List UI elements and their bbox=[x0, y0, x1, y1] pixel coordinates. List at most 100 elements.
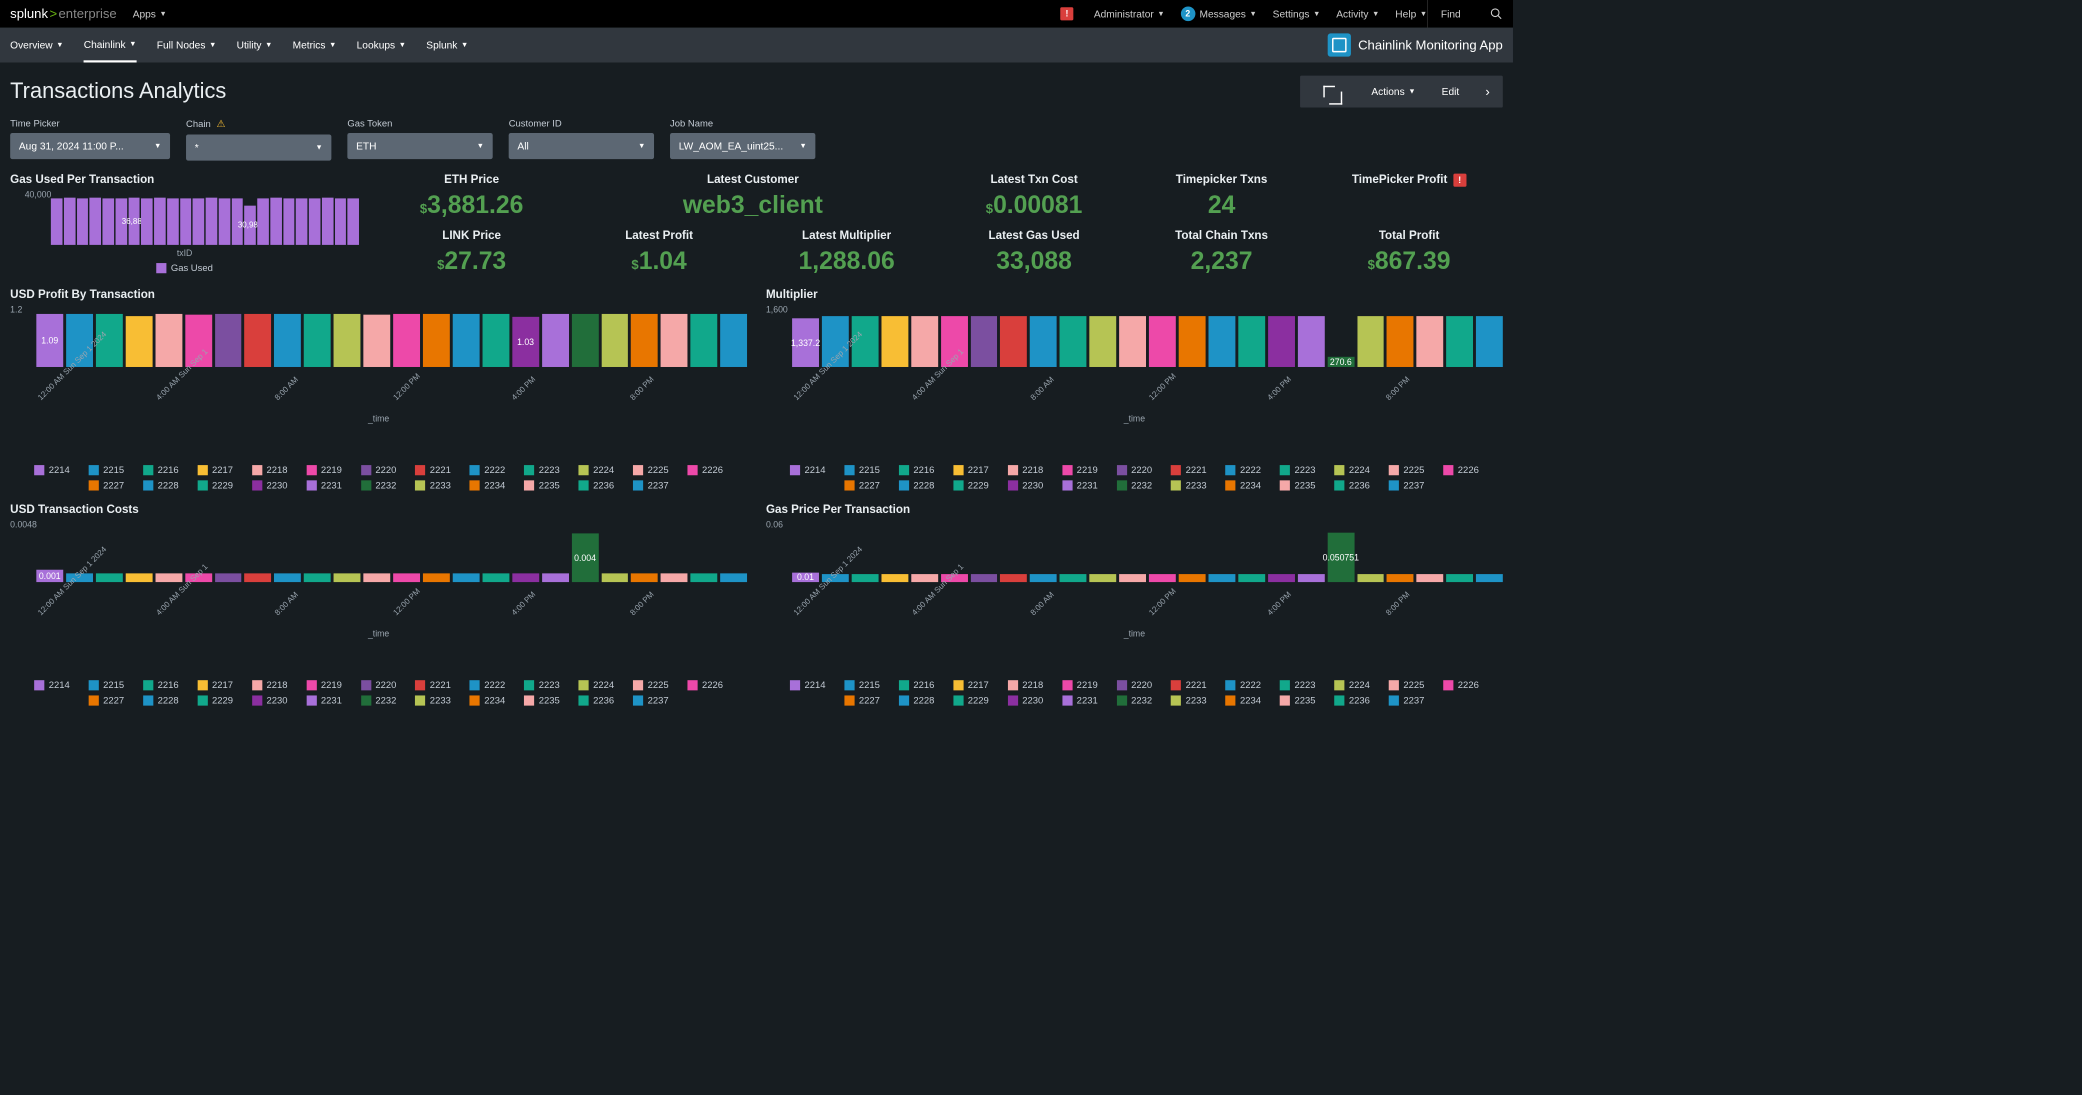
gas-bar[interactable] bbox=[322, 198, 333, 245]
legend-item[interactable]: 2220 bbox=[361, 679, 397, 690]
legend-item[interactable]: 2232 bbox=[1117, 480, 1153, 491]
legend-item[interactable]: 2224 bbox=[1334, 464, 1370, 475]
nav-tab-chainlink[interactable]: Chainlink▼ bbox=[84, 28, 137, 63]
chart-bars[interactable]: 1.09 1.03 bbox=[36, 309, 747, 367]
chart-bar[interactable] bbox=[1119, 574, 1146, 582]
legend-item[interactable]: 2216 bbox=[143, 464, 179, 475]
legend-item[interactable]: 2236 bbox=[1334, 480, 1370, 491]
legend-item[interactable]: 2230 bbox=[1008, 695, 1044, 706]
legend-item[interactable]: 2224 bbox=[579, 464, 615, 475]
chart-bar[interactable] bbox=[1357, 316, 1384, 367]
legend-item[interactable]: 2226 bbox=[688, 464, 724, 475]
legend-item[interactable]: 2223 bbox=[1280, 464, 1316, 475]
legend-item[interactable]: 2221 bbox=[1171, 679, 1207, 690]
legend-item[interactable]: 2227 bbox=[844, 695, 880, 706]
chart-bar[interactable] bbox=[96, 574, 123, 582]
chart-bar[interactable] bbox=[274, 314, 301, 367]
chart-bar[interactable] bbox=[126, 316, 153, 367]
legend-item[interactable]: 2218 bbox=[252, 679, 288, 690]
chart-bar[interactable] bbox=[1238, 316, 1265, 367]
legend-item[interactable]: 2229 bbox=[197, 480, 233, 491]
chart-bar[interactable] bbox=[274, 574, 301, 582]
expand-button[interactable] bbox=[1300, 76, 1358, 108]
legend-item[interactable]: 2232 bbox=[361, 695, 397, 706]
gas-bar[interactable] bbox=[257, 198, 268, 245]
gas-bar[interactable] bbox=[206, 198, 217, 245]
chart-bar[interactable] bbox=[482, 314, 509, 367]
gas-bar[interactable] bbox=[335, 198, 346, 245]
alert-indicator[interactable]: ! bbox=[1060, 7, 1077, 20]
legend-item[interactable]: 2233 bbox=[415, 480, 451, 491]
chart-bar[interactable] bbox=[1149, 316, 1176, 367]
time-picker-dropdown[interactable]: Aug 31, 2024 11:00 P...▼ bbox=[10, 133, 170, 159]
legend-item[interactable]: 2232 bbox=[361, 480, 397, 491]
legend-item[interactable]: 2228 bbox=[899, 695, 935, 706]
chart-bar[interactable] bbox=[911, 574, 938, 582]
nav-tab-lookups[interactable]: Lookups▼ bbox=[357, 28, 406, 63]
apps-menu[interactable]: Apps▼ bbox=[133, 8, 167, 20]
chart-bar[interactable] bbox=[601, 574, 628, 582]
chart-bar[interactable] bbox=[512, 574, 539, 582]
legend-item[interactable]: 2225 bbox=[1389, 464, 1425, 475]
activity-menu[interactable]: Activity▼ bbox=[1336, 8, 1379, 20]
chart-bar[interactable] bbox=[1119, 316, 1146, 367]
gas-bar[interactable]: 36,884 bbox=[128, 198, 139, 245]
nav-tab-splunk[interactable]: Splunk▼ bbox=[426, 28, 468, 63]
chart-bar[interactable] bbox=[1000, 574, 1027, 582]
legend-item[interactable]: 2222 bbox=[1225, 679, 1261, 690]
chart-bar[interactable] bbox=[631, 314, 658, 367]
chart-bar[interactable]: 270.6 bbox=[1327, 357, 1354, 367]
legend-item[interactable]: 2217 bbox=[197, 464, 233, 475]
legend-item[interactable]: 2214 bbox=[790, 464, 826, 475]
chart-bar[interactable] bbox=[393, 574, 420, 582]
legend-item[interactable]: 2237 bbox=[1389, 695, 1425, 706]
gas-bar[interactable] bbox=[270, 198, 281, 245]
legend-item[interactable]: 2214 bbox=[34, 464, 70, 475]
legend-item[interactable]: 2236 bbox=[579, 695, 615, 706]
legend-item[interactable]: 2220 bbox=[1117, 464, 1153, 475]
legend-item[interactable]: 2234 bbox=[470, 695, 506, 706]
nav-tab-overview[interactable]: Overview▼ bbox=[10, 28, 63, 63]
legend-item[interactable]: 2231 bbox=[306, 695, 342, 706]
legend-item[interactable]: 2216 bbox=[899, 679, 935, 690]
legend-item[interactable]: 2234 bbox=[470, 480, 506, 491]
chart-bar[interactable] bbox=[1089, 574, 1116, 582]
chart-bar[interactable] bbox=[631, 574, 658, 582]
legend-item[interactable]: 2218 bbox=[1008, 679, 1044, 690]
chart-bars[interactable]: 1,337.2270.6 bbox=[792, 309, 1503, 367]
legend-item[interactable]: 2214 bbox=[790, 679, 826, 690]
help-menu[interactable]: Help▼ bbox=[1395, 8, 1427, 20]
legend-item[interactable]: 2229 bbox=[953, 695, 989, 706]
chart-bar[interactable] bbox=[363, 574, 390, 582]
legend-item[interactable]: 2231 bbox=[1062, 480, 1098, 491]
legend-item[interactable]: 2226 bbox=[688, 679, 724, 690]
chart-bar[interactable] bbox=[720, 314, 747, 367]
legend-item[interactable]: 2227 bbox=[89, 695, 125, 706]
legend-item[interactable]: 2222 bbox=[470, 464, 506, 475]
actions-button[interactable]: Actions▼ bbox=[1358, 76, 1428, 108]
legend-item[interactable]: 2233 bbox=[415, 695, 451, 706]
legend-item[interactable]: 2221 bbox=[415, 679, 451, 690]
legend-item[interactable]: 2229 bbox=[953, 480, 989, 491]
legend-item[interactable]: 2237 bbox=[633, 695, 669, 706]
chart-bar[interactable] bbox=[691, 574, 718, 582]
job-dropdown[interactable]: LW_AOM_EA_uint25...▼ bbox=[670, 133, 815, 159]
legend-item[interactable]: 2216 bbox=[143, 679, 179, 690]
legend-item[interactable]: 2234 bbox=[1225, 480, 1261, 491]
legend-item[interactable]: 2235 bbox=[524, 695, 560, 706]
gas-bar[interactable] bbox=[102, 198, 113, 245]
chart-bar[interactable]: 1.09 bbox=[36, 314, 63, 367]
nav-tab-utility[interactable]: Utility▼ bbox=[237, 28, 273, 63]
chart-bar[interactable] bbox=[1149, 574, 1176, 582]
chart-bar[interactable]: 0.001 bbox=[36, 570, 63, 582]
chart-bar[interactable] bbox=[334, 574, 361, 582]
chart-bar[interactable]: 1.03 bbox=[512, 317, 539, 367]
gas-bar[interactable] bbox=[90, 198, 101, 245]
legend-item[interactable]: 2230 bbox=[252, 695, 288, 706]
chart-bar[interactable] bbox=[363, 315, 390, 367]
chart-bar[interactable] bbox=[852, 574, 879, 582]
legend-item[interactable]: 2220 bbox=[1117, 679, 1153, 690]
gas-bar[interactable] bbox=[296, 198, 307, 245]
legend-item[interactable]: 2220 bbox=[361, 464, 397, 475]
legend-item[interactable]: 2228 bbox=[899, 480, 935, 491]
